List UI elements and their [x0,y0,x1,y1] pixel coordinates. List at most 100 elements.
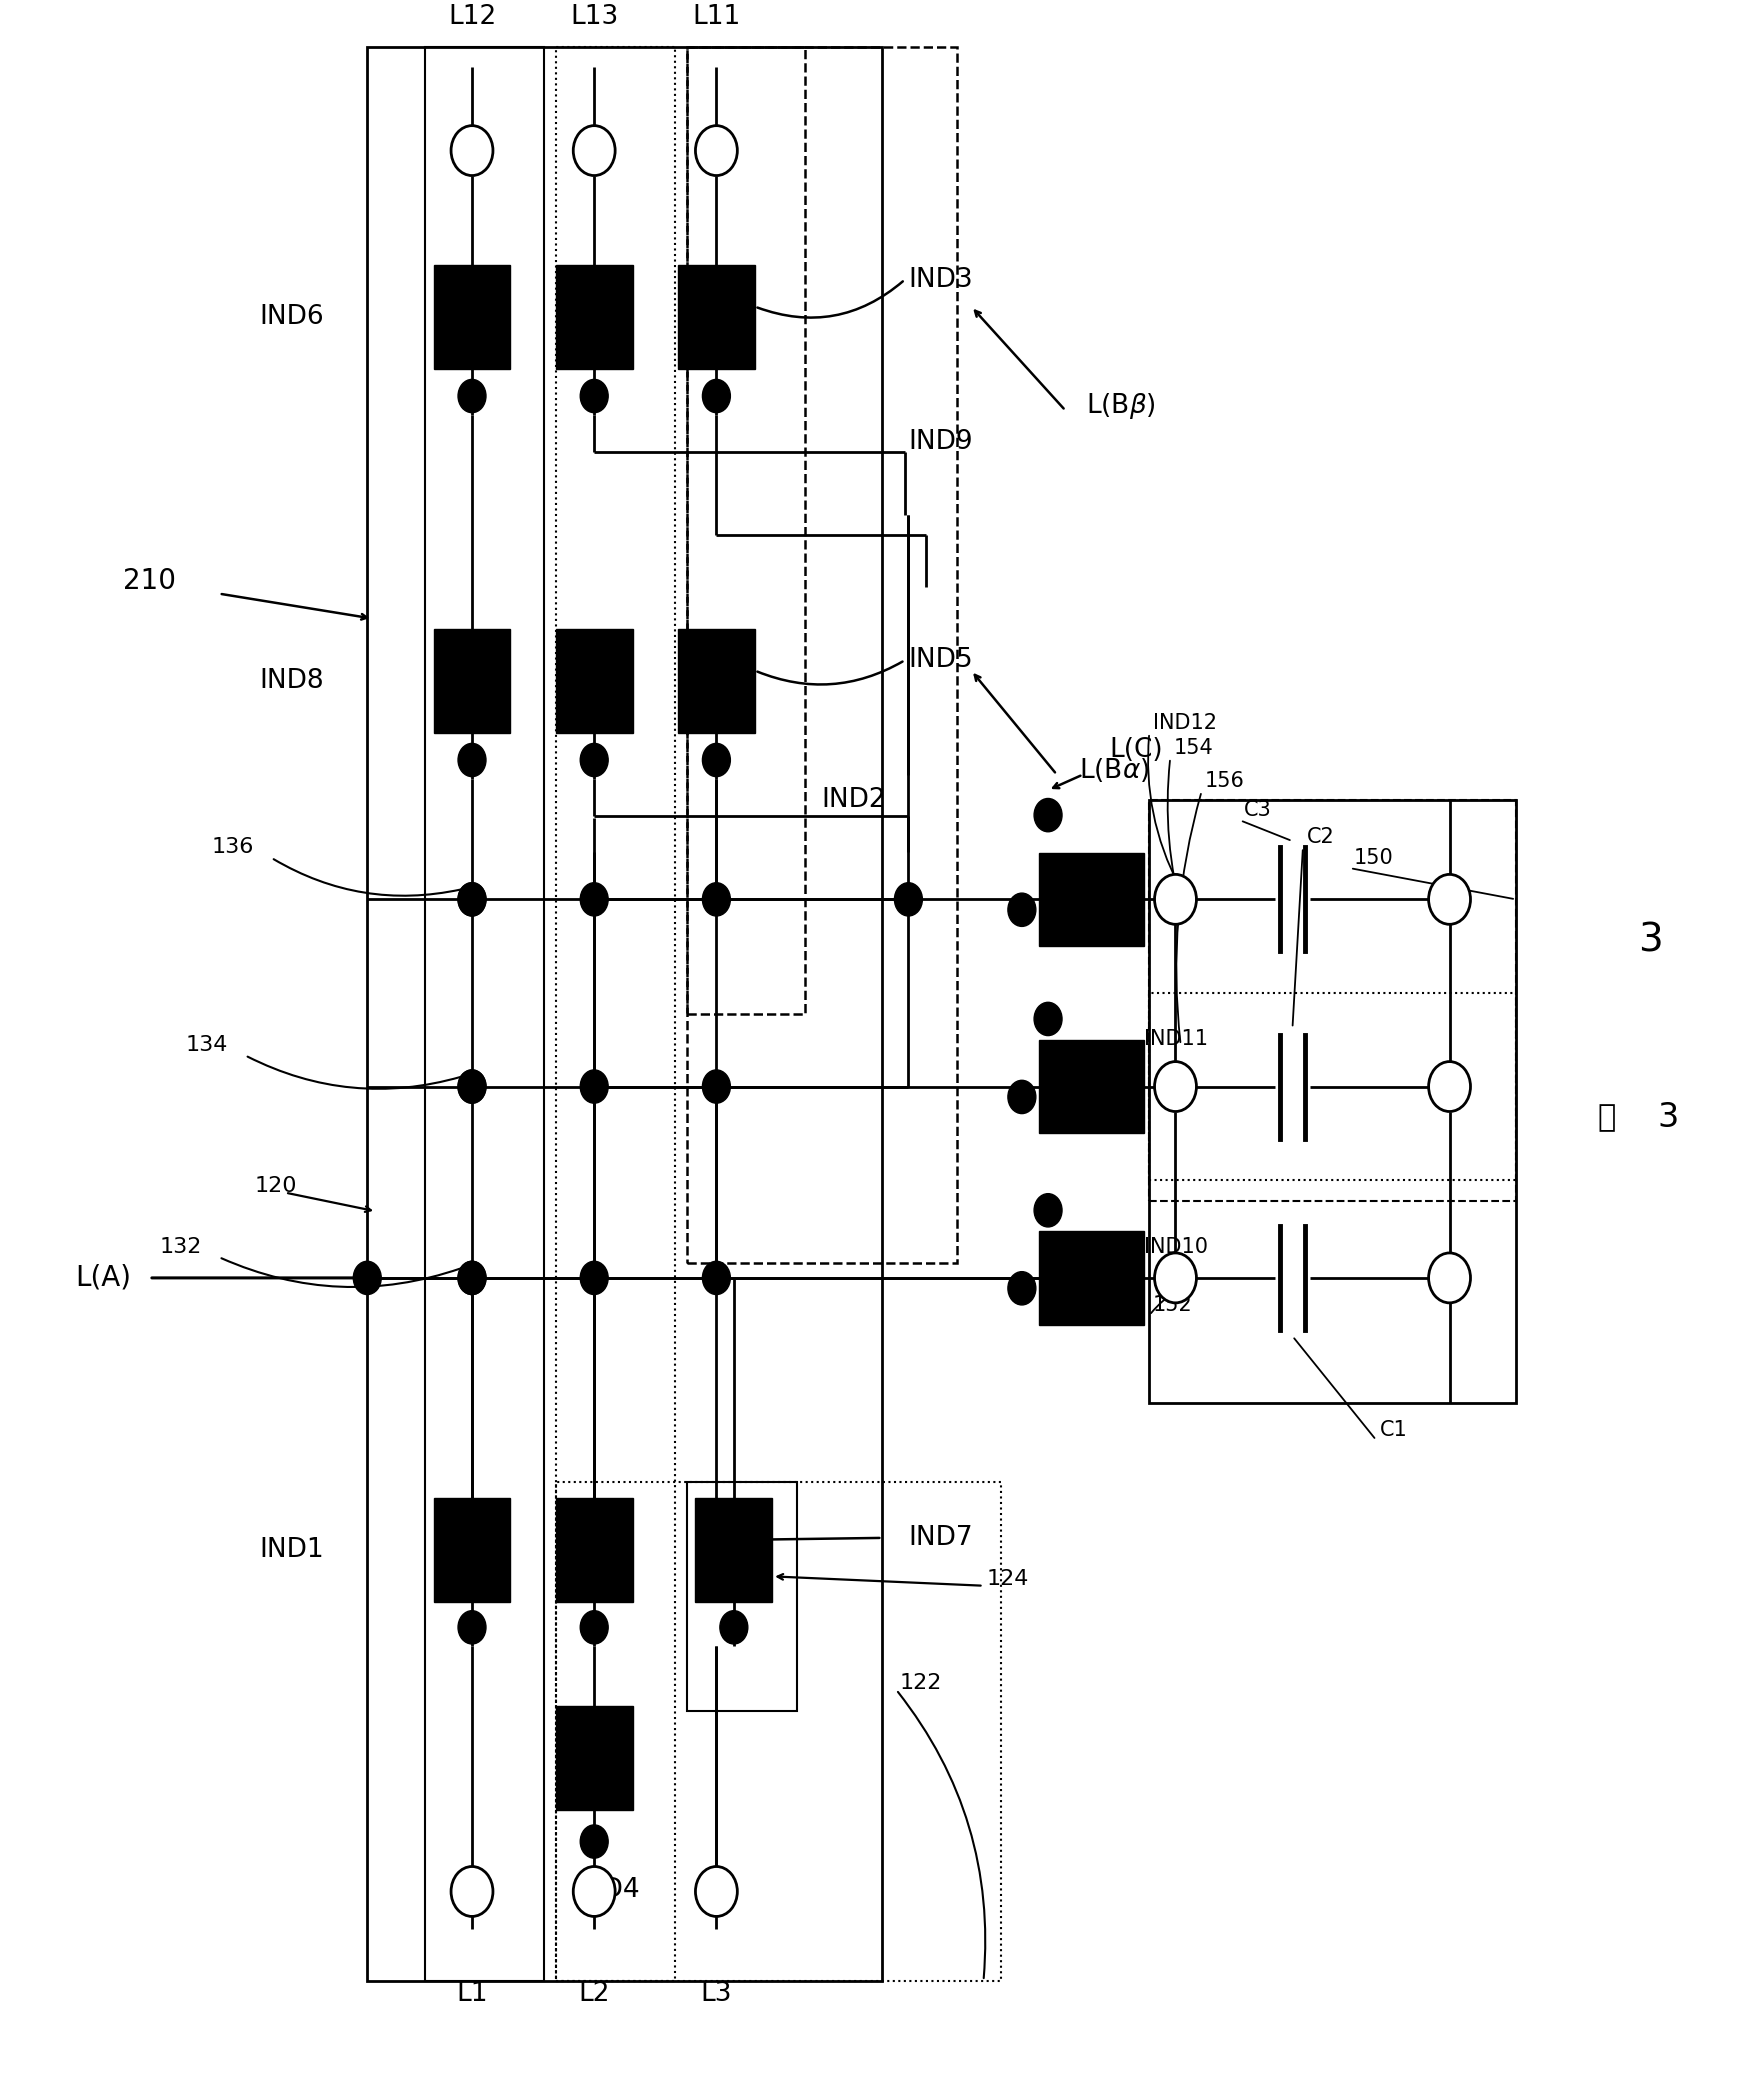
Circle shape [451,126,493,176]
Circle shape [1155,1253,1197,1304]
Text: IND3: IND3 [908,266,973,293]
Circle shape [573,126,615,176]
Circle shape [580,1610,608,1643]
Circle shape [580,1262,608,1295]
Text: 3: 3 [1639,922,1663,960]
Circle shape [458,1610,486,1643]
Text: IND9: IND9 [908,430,973,455]
Text: IND7: IND7 [908,1526,973,1551]
Circle shape [580,1826,608,1859]
Bar [556,1499,632,1601]
Circle shape [580,379,608,413]
Text: C3: C3 [1244,801,1272,820]
Circle shape [1429,1253,1471,1304]
Circle shape [573,1868,615,1916]
Circle shape [1429,1061,1471,1111]
Bar [433,264,510,369]
Text: C2: C2 [1307,828,1335,847]
Text: IND1: IND1 [259,1536,323,1564]
Text: 3: 3 [1658,1100,1679,1134]
Text: C1: C1 [1380,1419,1408,1440]
Circle shape [702,882,730,916]
Circle shape [695,126,737,176]
Text: 156: 156 [1205,771,1246,790]
Circle shape [1034,799,1062,832]
Bar [687,1482,797,1710]
Text: IND11: IND11 [1144,1029,1209,1048]
Text: L(C): L(C) [1109,736,1164,763]
Bar [1039,853,1144,945]
Text: L(A): L(A) [75,1264,131,1291]
Bar [556,1482,1001,1981]
Circle shape [1034,1193,1062,1226]
Circle shape [353,1262,381,1295]
Circle shape [458,882,486,916]
Circle shape [458,1262,486,1295]
Circle shape [1155,1061,1197,1111]
Text: IND6: IND6 [259,304,323,329]
Text: IND4: IND4 [577,1876,641,1903]
Text: 152: 152 [1153,1295,1193,1314]
Circle shape [1155,874,1197,924]
Text: 132: 132 [159,1237,201,1258]
Circle shape [458,1069,486,1102]
Circle shape [458,1069,486,1102]
Circle shape [580,744,608,778]
Bar [687,46,805,1014]
Text: 210: 210 [122,568,175,595]
Bar [1150,994,1516,1180]
Bar [433,1499,510,1601]
Bar [367,46,882,1981]
Text: L12: L12 [447,4,496,29]
Bar [556,1706,632,1811]
Circle shape [1008,1272,1036,1306]
Circle shape [458,744,486,778]
Text: 122: 122 [900,1673,942,1694]
Text: 154: 154 [1174,738,1214,757]
Circle shape [702,379,730,413]
Bar [425,46,543,1981]
Bar [556,264,632,369]
Circle shape [1008,893,1036,926]
Text: IND5: IND5 [908,648,973,673]
Bar [1039,1040,1144,1134]
Bar [678,629,755,734]
Text: 124: 124 [987,1570,1029,1589]
Bar [556,46,674,1981]
Text: IND12: IND12 [1153,713,1218,734]
Text: L13: L13 [570,4,618,29]
Circle shape [894,882,922,916]
Text: 120: 120 [255,1176,297,1197]
Bar [687,46,957,1264]
Circle shape [451,1868,493,1916]
Bar [1039,1230,1144,1325]
Circle shape [720,1610,748,1643]
Circle shape [458,882,486,916]
Circle shape [1034,1002,1062,1035]
Circle shape [1429,874,1471,924]
Text: IND8: IND8 [259,669,323,694]
Text: IND10: IND10 [1144,1237,1209,1258]
Text: 図: 図 [1597,1102,1616,1132]
Text: L11: L11 [692,4,741,29]
Circle shape [580,882,608,916]
Circle shape [702,1069,730,1102]
Bar [678,264,755,369]
Bar [695,1499,772,1601]
Text: IND2: IND2 [821,786,886,813]
Circle shape [1008,1079,1036,1113]
Text: 136: 136 [211,838,253,857]
Text: L1: L1 [456,1981,487,2006]
Circle shape [702,1262,730,1295]
Circle shape [580,1069,608,1102]
Text: L(B$\beta$): L(B$\beta$) [1087,392,1157,421]
Bar [1150,799,1516,1402]
Bar [433,629,510,734]
Text: L(B$\alpha$): L(B$\alpha$) [1080,757,1150,784]
Circle shape [458,379,486,413]
Circle shape [702,744,730,778]
Text: L3: L3 [701,1981,732,2006]
Text: L2: L2 [578,1981,610,2006]
Bar [556,629,632,734]
Text: 150: 150 [1354,847,1394,868]
